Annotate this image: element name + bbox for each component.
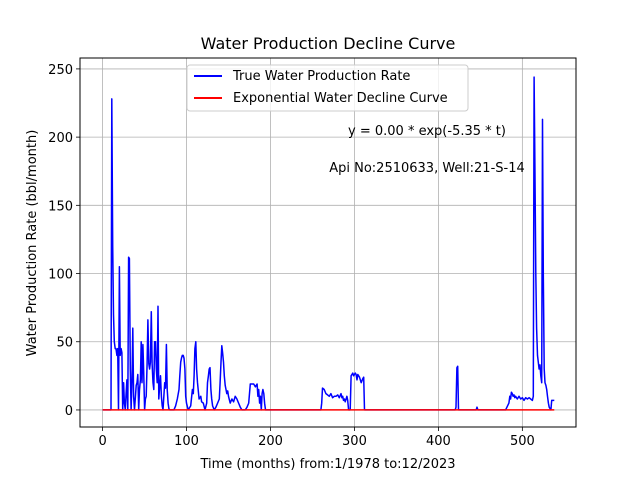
y-tick-label: 200 — [48, 131, 73, 146]
chart-title: Water Production Decline Curve — [201, 34, 456, 53]
x-tick-label: 500 — [510, 434, 535, 449]
legend-label-exponential: Exponential Water Decline Curve — [233, 91, 448, 106]
x-tick-label: 300 — [342, 434, 367, 449]
x-tick-label: 200 — [258, 434, 283, 449]
equation-annotation: y = 0.00 * exp(-5.35 * t) — [348, 124, 506, 139]
well-annotation: Api No:2510633, Well:21-S-14 — [329, 161, 525, 176]
legend-label-true-rate: True Water Production Rate — [232, 69, 410, 84]
x-tick-label: 400 — [426, 434, 451, 449]
y-axis: 0 50 100 150 200 250 — [48, 63, 80, 419]
plot-frame — [79, 57, 577, 428]
y-tick-label: 0 — [65, 404, 73, 419]
x-tick-label: 100 — [174, 434, 199, 449]
y-tick-label: 50 — [56, 336, 73, 351]
x-tick-label: 0 — [98, 434, 106, 449]
x-axis: 0 100 200 300 400 500 — [98, 427, 535, 449]
legend-box — [186, 64, 469, 112]
plot-series — [102, 76, 555, 411]
legend: True Water Production Rate Exponential W… — [186, 64, 469, 112]
y-tick-label: 250 — [48, 63, 73, 78]
y-tick-label: 100 — [48, 268, 73, 283]
y-tick-label: 150 — [48, 199, 73, 214]
x-axis-label: Time (months) from:1/1978 to:12/2023 — [199, 457, 455, 472]
grid — [80, 58, 576, 427]
y-axis-label: Water Production Rate (bbl/month) — [25, 130, 40, 357]
true-rate-line — [102, 76, 555, 411]
